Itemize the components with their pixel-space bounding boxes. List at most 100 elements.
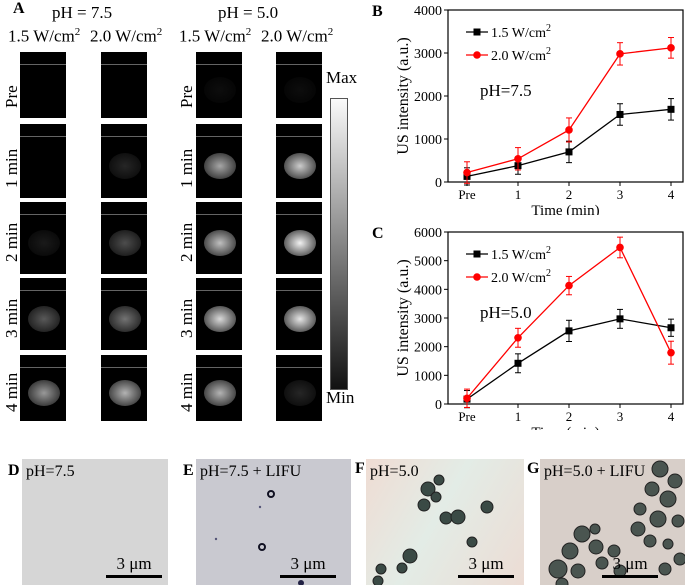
legend-marker [473,273,481,281]
x-tick-label: 1 [515,409,522,424]
row-label-pre: Pre [2,85,21,108]
panel-d-label: D [8,462,20,479]
y-tick-label: 6000 [414,226,442,241]
x-tick-label: 3 [617,409,624,424]
ultrasound-image [20,278,66,350]
panel-a-label: A [13,0,25,17]
x-tick-label: 4 [668,187,675,202]
ultrasound-image [101,124,147,198]
x-tick-label: 1 [515,187,522,202]
x-tick-label: Pre [458,187,476,202]
y-tick-label: 4000 [414,4,442,19]
x-tick-label: 3 [617,187,624,202]
data-point [565,327,573,335]
panel-g-label: G [527,460,540,477]
column-header: 2.0 W/cm2 [261,26,334,46]
y-tick-label: 3000 [414,47,442,62]
scale-bar [106,575,162,578]
chart-c: C 0 1000 2000 3000 4000 5000 6000 Pre 1 2 3 4 Time (m… [372,225,684,430]
scale-bar [602,575,658,578]
data-point [616,243,624,252]
scale-label: 3 μm [468,554,504,573]
microbubbles [548,460,685,585]
ultrasound-image [196,52,242,118]
ultrasound-image [101,202,147,274]
y-tick-label: 2000 [414,341,442,356]
data-point [616,110,624,118]
colorbar [330,98,348,390]
scale-label: 3 μm [116,554,152,573]
annotation: pH=5.0 [480,303,532,322]
panel-e-label: E [183,462,194,479]
ultrasound-image [196,124,242,198]
scale-label: 3 μm [612,554,648,573]
ultrasound-image [276,355,322,421]
row-label-2min: 2 min [2,222,21,262]
micrograph-g: pH=5.0 + LIFU 3 μm [540,459,685,585]
legend-label: 1.5 W/cm2 [491,245,551,263]
y-tick-label: 1000 [414,133,442,148]
scale-bar [280,575,336,578]
x-axis-label: Time (min) [531,203,599,215]
x-tick-label: 2 [566,187,573,202]
group-header-ph50: pH = 5.0 [218,3,279,22]
micrograph-f-caption: pH=5.0 [370,463,419,480]
y-tick-label: 5000 [414,255,442,270]
row-label-1min: 1 min [177,148,196,188]
legend-label: 2.0 W/cm2 [491,46,551,64]
x-tick-label: Pre [458,409,476,424]
row-label-4min: 4 min [2,372,21,412]
data-point [514,359,522,367]
chart-b: B 0 1000 2000 3000 4000 Pre 1 2 3 4 Time (min) US in… [372,3,684,215]
y-axis-label: US intensity (a.u.) [395,37,412,154]
data-point [667,44,675,52]
panel-label: C [372,225,384,242]
row-label-3min: 3 min [177,298,196,338]
data-point [616,315,624,323]
ultrasound-image [101,355,147,421]
colorbar-min-label: Min [326,388,355,407]
ultrasound-image [276,202,322,274]
panel-f-label: F [355,460,365,477]
micrograph-e: pH=7.5 + LIFU 3 μm [196,459,351,585]
ultrasound-image [196,202,242,274]
legend-marker [473,28,481,36]
legend-label: 1.5 W/cm2 [491,23,551,41]
ultrasound-image [196,278,242,350]
ultrasound-image [20,355,66,421]
microbubbles [372,474,494,585]
ultrasound-image [101,52,147,118]
micrograph-f: pH=5.0 3 μm [366,459,524,585]
ultrasound-image [20,52,66,118]
row-label-3min: 3 min [2,298,21,338]
micrograph-g-caption: pH=5.0 + LIFU [544,463,646,480]
scale-bar [458,575,514,578]
y-tick-label: 1000 [414,369,442,384]
x-axis-label: Time (min) [531,425,599,430]
column-header: 2.0 W/cm2 [90,26,163,46]
y-tick-label: 4000 [414,283,442,298]
colorbar-max-label: Max [326,68,358,87]
micrograph-d-caption: pH=7.5 [26,463,75,480]
micrograph-e-caption: pH=7.5 + LIFU [200,463,302,480]
data-point [565,126,573,134]
data-point [463,168,471,177]
particles [214,490,304,585]
ultrasound-image [101,278,147,350]
annotation: pH=7.5 [480,81,532,100]
data-point [514,154,522,163]
column-header: 1.5 W/cm2 [179,26,252,46]
data-point [565,148,573,156]
scale-label: 3 μm [290,554,326,573]
x-tick-label: 2 [566,409,573,424]
column-header: 1.5 W/cm2 [8,26,81,46]
row-label-2min: 2 min [177,222,196,262]
group-header-ph75: pH = 7.5 [52,3,113,22]
y-tick-label: 2000 [414,90,442,105]
row-label-4min: 4 min [177,372,196,412]
ultrasound-image [276,52,322,118]
micrograph-d: pH=7.5 3 μm [22,459,168,585]
ultrasound-image [20,202,66,274]
data-point [616,50,624,58]
